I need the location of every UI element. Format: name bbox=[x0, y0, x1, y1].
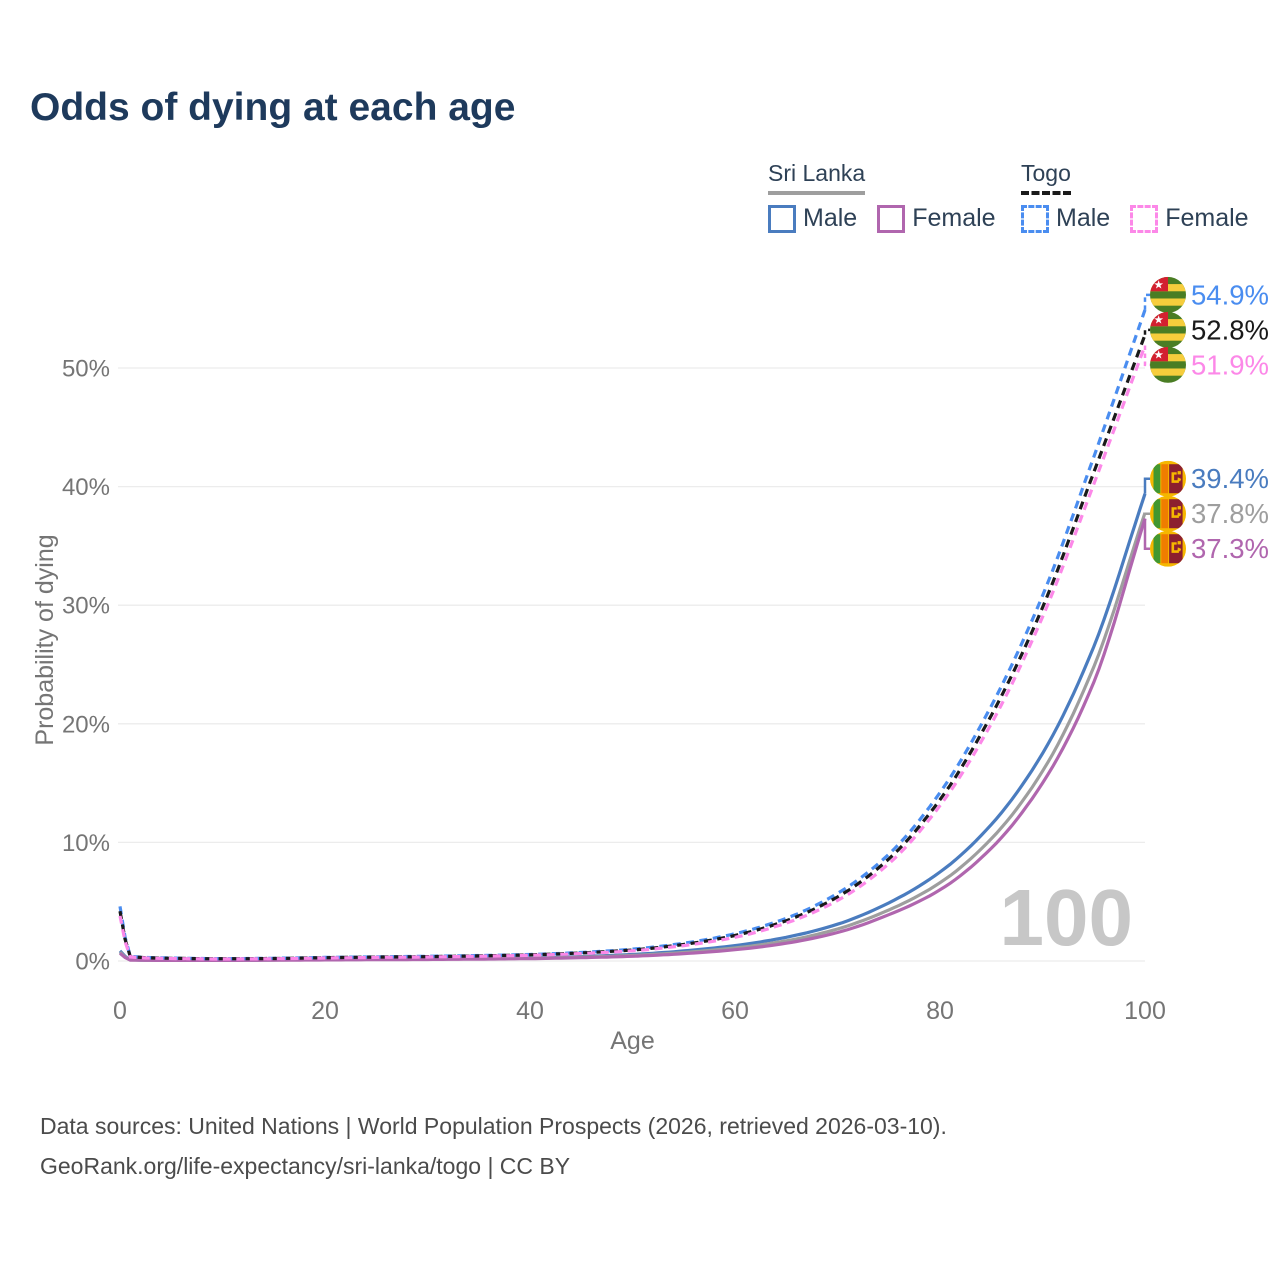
age-indicator-value: 100 bbox=[1000, 873, 1133, 962]
legend-item-togo-female[interactable]: Female bbox=[1130, 204, 1249, 233]
legend-header-togo[interactable]: Togo bbox=[1021, 160, 1071, 195]
y-tick-label: 50% bbox=[62, 356, 110, 383]
sri-lanka-flag-icon bbox=[1150, 496, 1186, 532]
y-tick-label: 10% bbox=[62, 830, 110, 857]
legend-group-title: Sri Lanka bbox=[768, 160, 866, 186]
togo-flag-icon bbox=[1150, 347, 1186, 383]
legend-item-label: Female bbox=[912, 204, 996, 232]
end-label-leader bbox=[1143, 512, 1150, 515]
legend-underline-togo bbox=[1021, 191, 1071, 195]
legend-items-sri-lanka: Male Female bbox=[768, 204, 996, 233]
legend-item-label: Male bbox=[803, 204, 858, 232]
series-line-togo-female[interactable] bbox=[118, 344, 1147, 961]
legend-swatch-sri-lanka-male bbox=[768, 204, 796, 233]
end-label-value: 39.4% bbox=[1191, 463, 1269, 494]
x-tick-label: 20 bbox=[311, 997, 339, 1025]
series-lines bbox=[118, 309, 1147, 962]
togo-flag-icon bbox=[1150, 277, 1186, 313]
footer-sources: Data sources: United Nations | World Pop… bbox=[40, 1113, 947, 1139]
end-label-value: 52.8% bbox=[1191, 314, 1269, 345]
end-label-value: 54.9% bbox=[1191, 279, 1269, 310]
sri-lanka-flag-icon bbox=[1150, 531, 1186, 567]
x-axis-title: Age bbox=[610, 1027, 654, 1055]
y-tick-label: 30% bbox=[62, 593, 110, 620]
chart-title: Odds of dying at each age bbox=[30, 86, 516, 129]
y-tick-label: 40% bbox=[62, 474, 110, 501]
legend-item-sri-lanka-female[interactable]: Female bbox=[877, 204, 996, 233]
end-labels: 39.4% 37.8% 37.3% 54.9% 52.8% 51.9% bbox=[1143, 277, 1269, 567]
series-line-togo-both-sexes[interactable] bbox=[118, 334, 1147, 961]
legend-item-label: Male bbox=[1056, 204, 1111, 232]
series-line-sri-lanka-female[interactable] bbox=[118, 518, 1147, 962]
end-label-value: 51.9% bbox=[1191, 349, 1269, 380]
x-tick-label: 0 bbox=[113, 997, 127, 1025]
y-tick-label: 20% bbox=[62, 711, 110, 738]
footer-url: GeoRank.org/life-expectancy/sri-lanka/to… bbox=[40, 1153, 571, 1179]
end-label-leader bbox=[1143, 328, 1150, 335]
togo-flag-icon bbox=[1150, 312, 1186, 348]
legend-item-sri-lanka-male[interactable]: Male bbox=[768, 204, 857, 233]
end-label-leader bbox=[1143, 477, 1150, 494]
series-line-togo-male[interactable] bbox=[118, 309, 1147, 961]
end-label-leader bbox=[1143, 293, 1150, 310]
legend-group-togo: Togo Male Female bbox=[1021, 160, 1249, 233]
end-label-leader bbox=[1143, 518, 1150, 550]
legend-header-sri-lanka[interactable]: Sri Lanka bbox=[768, 160, 866, 195]
legend-underline-sri-lanka bbox=[768, 191, 866, 195]
y-tick-label: 0% bbox=[75, 949, 110, 976]
legend-item-label: Female bbox=[1165, 204, 1249, 232]
end-label-leader bbox=[1143, 345, 1150, 367]
footer: Data sources: United Nations | World Pop… bbox=[40, 1106, 947, 1186]
axes: 0% 10% 20% 30% 40% 50% 0 20 40 60 80 100 Age Probabil… bbox=[31, 356, 1166, 1056]
sri-lanka-flag-icon bbox=[1150, 461, 1186, 497]
x-tick-label: 80 bbox=[926, 997, 954, 1025]
x-tick-label: 100 bbox=[1124, 997, 1166, 1025]
end-label-value: 37.8% bbox=[1191, 498, 1269, 529]
legend-group-sri-lanka: Sri Lanka Male Female bbox=[768, 160, 996, 233]
legend-swatch-sri-lanka-female bbox=[877, 204, 906, 233]
legend-swatch-togo-male bbox=[1021, 204, 1049, 233]
y-axis-title: Probability of dying bbox=[31, 534, 59, 745]
x-tick-label: 60 bbox=[721, 997, 749, 1025]
legend-swatch-togo-female bbox=[1130, 204, 1159, 233]
x-tick-label: 40 bbox=[516, 997, 544, 1025]
age-indicator-watermark: 100 bbox=[1000, 873, 1133, 962]
end-label-value: 37.3% bbox=[1191, 533, 1269, 564]
legend-item-togo-male[interactable]: Male bbox=[1021, 204, 1110, 233]
series-line-sri-lanka-both-sexes[interactable] bbox=[118, 512, 1147, 962]
legend-items-togo: Male Female bbox=[1021, 204, 1249, 233]
legend-group-title: Togo bbox=[1021, 160, 1071, 186]
gridlines bbox=[118, 367, 1145, 962]
